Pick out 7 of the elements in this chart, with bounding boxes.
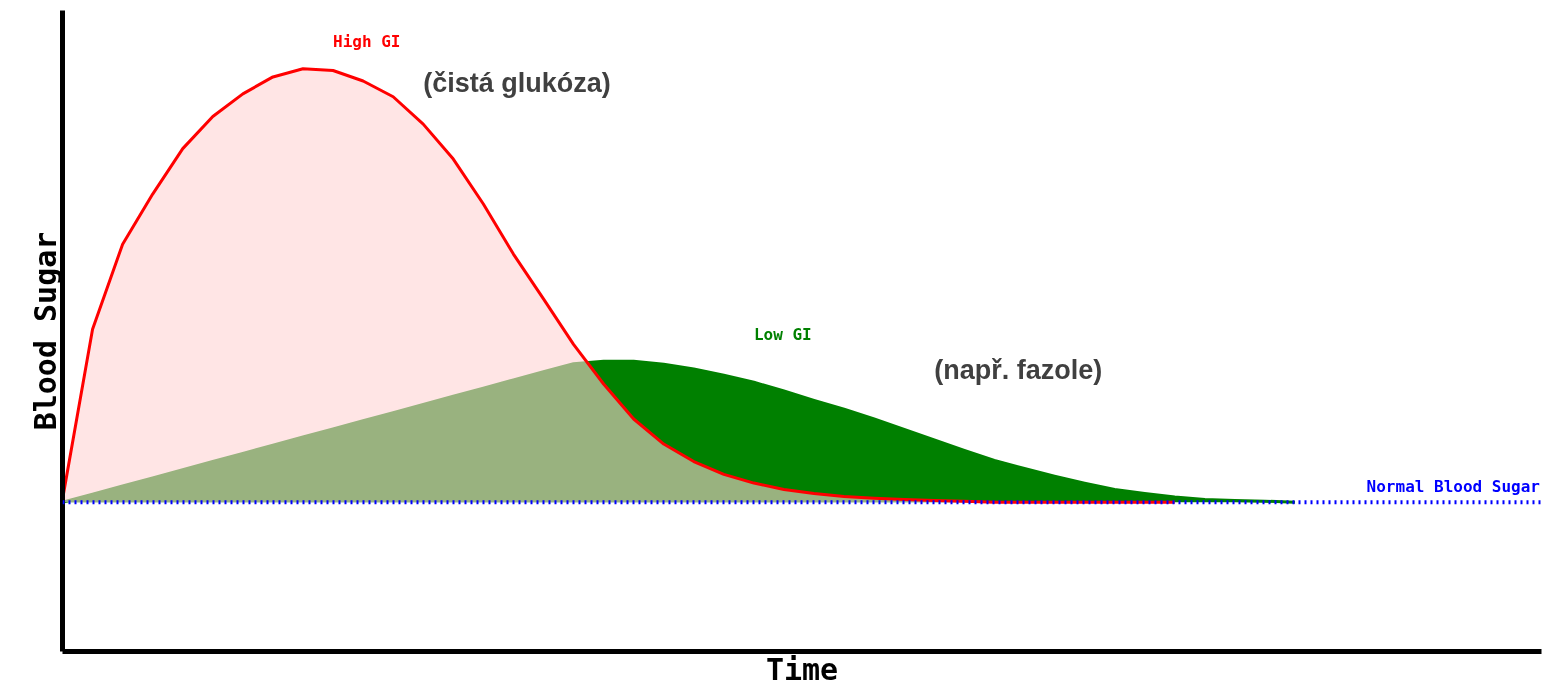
annotation: (např. fazole) [934, 354, 1103, 385]
ref-line-label: Normal Blood Sugar [1366, 477, 1540, 497]
text: Low GI [753, 324, 812, 344]
series-label: High GI [333, 32, 401, 52]
annotation: (čistá glukóza) [423, 67, 611, 98]
x-axis-title: Time [765, 651, 839, 687]
y-axis-title: Blood Sugar [27, 231, 63, 431]
